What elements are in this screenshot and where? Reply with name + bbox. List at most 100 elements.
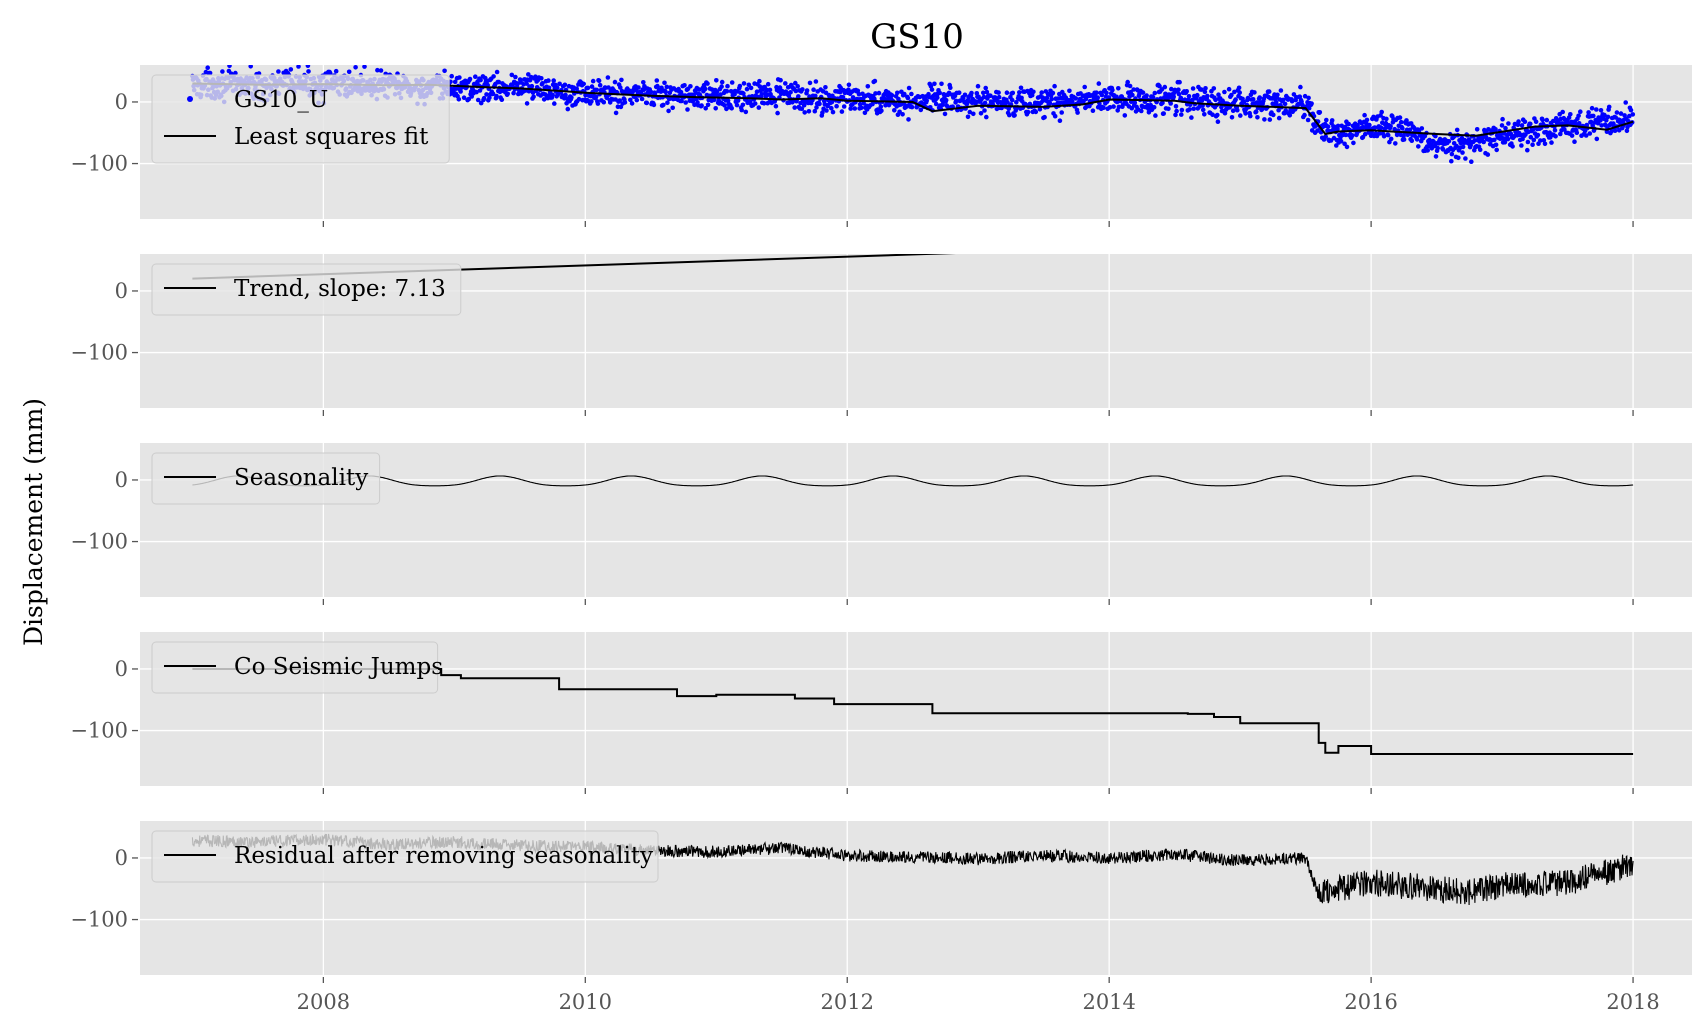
data-point [1230, 108, 1236, 113]
data-point [714, 89, 720, 95]
data-point [1598, 108, 1604, 113]
data-point [375, 67, 380, 73]
data-point [1262, 117, 1267, 122]
data-point [1243, 111, 1248, 116]
data-point [862, 110, 868, 116]
x-tick-label: 2016 [1344, 990, 1397, 1014]
subplots: 0 −100 GS10_U Least squares fit 0 −100 Trend, … [70, 65, 1692, 1014]
data-point [1393, 141, 1398, 146]
data-point [617, 98, 622, 103]
data-point [596, 78, 602, 83]
data-point [362, 65, 367, 69]
data-point [1075, 110, 1080, 115]
data-point [1017, 90, 1022, 95]
data-point [773, 103, 779, 109]
x-tick-label: 2012 [821, 990, 874, 1014]
subplot-5: 2008 2010 2012 2014 2016 2018 0 −100 Residual af… [70, 821, 1692, 1014]
data-point [1195, 92, 1200, 98]
data-point [878, 104, 884, 109]
data-point [1550, 118, 1556, 124]
data-point [546, 78, 551, 83]
data-point [1591, 113, 1596, 119]
x-tick-label: 2008 [297, 990, 350, 1014]
data-point [909, 91, 914, 97]
data-point [1404, 118, 1409, 123]
data-point [743, 109, 749, 115]
data-point [1519, 123, 1525, 128]
data-point [1388, 136, 1394, 142]
data-point [1553, 134, 1558, 139]
data-point [478, 77, 483, 83]
data-point [974, 91, 980, 96]
data-point [834, 103, 839, 109]
data-point [1127, 83, 1133, 89]
data-point [846, 82, 852, 88]
data-point [1342, 141, 1347, 147]
data-point [1460, 150, 1465, 155]
data-point [1152, 90, 1158, 96]
data-point [1627, 113, 1632, 119]
data-point [1588, 119, 1594, 125]
data-point [1500, 116, 1505, 122]
subplot-4: 0 −100 Co Seismic Jumps [70, 632, 1692, 794]
data-point [1116, 86, 1121, 91]
data-point [1254, 100, 1260, 105]
data-point [1007, 112, 1012, 118]
data-point [918, 107, 924, 113]
data-point [1323, 134, 1328, 139]
data-point [378, 68, 384, 73]
data-point [1157, 83, 1162, 89]
data-point [982, 108, 987, 113]
data-point [1009, 97, 1015, 103]
data-point [477, 88, 483, 93]
data-point [1018, 85, 1024, 91]
data-point [606, 85, 611, 90]
data-point [840, 95, 846, 100]
data-point [1049, 96, 1054, 102]
legend: Trend, slope: 7.13 [151, 263, 462, 316]
data-point [1115, 108, 1120, 113]
data-point [1427, 137, 1432, 143]
data-point [683, 100, 688, 105]
data-point [1502, 140, 1508, 145]
data-point [644, 100, 650, 106]
data-point [484, 92, 489, 97]
data-point [1107, 105, 1113, 110]
data-point [806, 109, 812, 114]
data-point [1305, 117, 1311, 123]
data-point [1031, 89, 1036, 95]
data-point [1344, 144, 1350, 150]
data-point [765, 81, 771, 87]
data-point [531, 94, 536, 100]
data-point [1132, 100, 1138, 106]
legend-label: Trend, slope: 7.13 [234, 276, 446, 302]
data-point [886, 102, 892, 108]
series-line-3-1 [192, 475, 1634, 487]
data-point [618, 85, 623, 90]
data-point [1052, 83, 1057, 89]
data-point [953, 98, 959, 104]
data-point [1362, 112, 1367, 118]
y-tick-label: −100 [70, 908, 128, 932]
data-point [1153, 113, 1158, 118]
data-point [962, 92, 968, 98]
data-point [227, 65, 232, 69]
data-point [1162, 84, 1168, 90]
data-point [1469, 159, 1474, 164]
data-point [996, 90, 1001, 95]
legend: GS10_U Least squares fit [151, 74, 450, 164]
data-point [590, 78, 596, 84]
subplot-3: 0 −100 Seasonality [70, 443, 1692, 605]
data-point [722, 103, 727, 108]
data-point [634, 97, 640, 103]
data-point [1202, 89, 1208, 95]
data-point [276, 69, 281, 74]
data-point [1039, 90, 1044, 95]
data-point [1552, 128, 1558, 133]
data-point [1611, 121, 1616, 126]
data-point [1522, 119, 1528, 124]
data-point [1468, 143, 1473, 148]
data-point [594, 87, 599, 93]
data-point [1499, 123, 1505, 128]
data-point [648, 89, 654, 95]
